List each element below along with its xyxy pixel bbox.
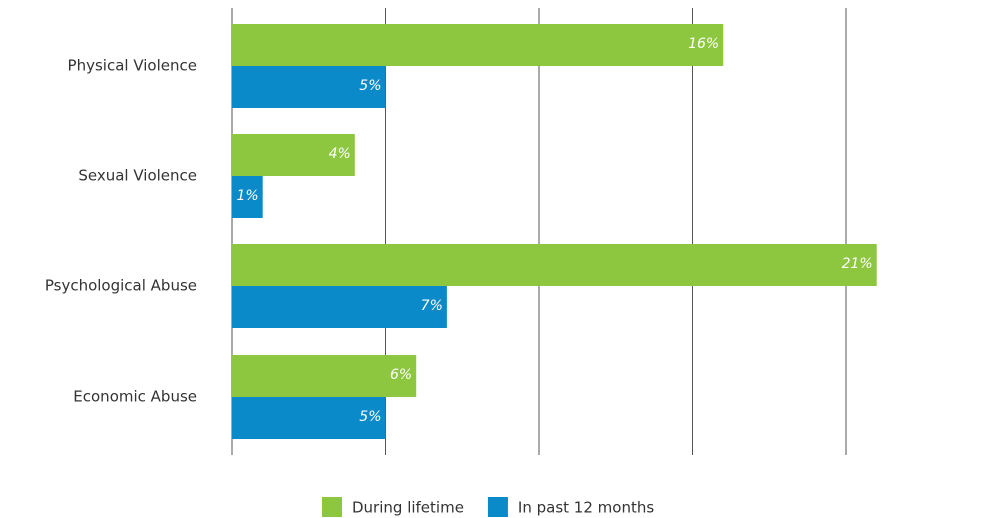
value-label: 5%: [359, 409, 381, 425]
legend-label: In past 12 months: [518, 499, 654, 517]
legend-swatch: [322, 497, 342, 517]
value-label: 21%: [842, 256, 873, 272]
bar: [232, 24, 724, 66]
y-tick-label: Economic Abuse: [73, 388, 197, 406]
value-label: 16%: [688, 36, 719, 52]
value-label: 5%: [359, 78, 381, 94]
bar: [232, 176, 263, 218]
bar: [232, 66, 386, 108]
value-label: 7%: [421, 298, 443, 314]
y-tick-label: Physical Violence: [68, 57, 197, 75]
bar: [232, 244, 877, 286]
value-label: 6%: [390, 367, 412, 383]
y-tick-label: Psychological Abuse: [45, 277, 197, 295]
legend-swatch: [487, 497, 508, 517]
bar: [232, 134, 355, 176]
bar: [232, 397, 386, 439]
value-label: 1%: [236, 188, 258, 204]
y-tick-label: Sexual Violence: [78, 167, 197, 185]
value-label: 4%: [329, 146, 351, 162]
bar: [232, 355, 417, 397]
legend-label: During lifetime: [352, 499, 464, 517]
bar: [232, 286, 447, 328]
